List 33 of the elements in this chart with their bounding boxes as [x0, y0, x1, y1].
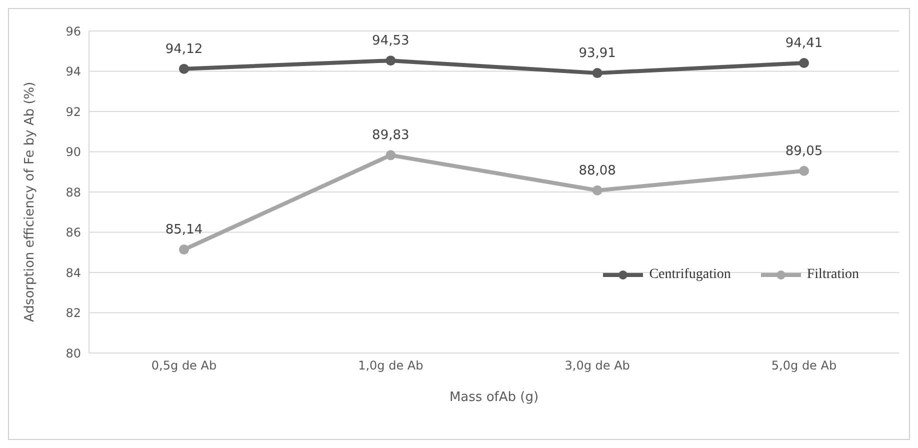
data-label: 94,12 — [165, 42, 203, 57]
data-label: 85,14 — [165, 222, 203, 238]
x-tick-label: 0,5g de Ab — [151, 358, 217, 373]
y-axis-title: Adsorption efficiency of Fe by Ab (%) — [22, 82, 38, 322]
y-tick-label: 90 — [66, 145, 81, 160]
y-tick-label: 84 — [66, 266, 81, 280]
point — [592, 185, 602, 196]
x-tick-label: 3,0g de Ab — [564, 358, 630, 373]
point — [592, 68, 602, 78]
x-tick-label: 1,0g de Ab — [358, 358, 424, 373]
y-tick-label: 94 — [66, 64, 81, 79]
point — [179, 64, 189, 74]
data-label: 89,83 — [372, 128, 410, 144]
x-tick-label: 5,0g de Ab — [771, 358, 837, 373]
x-axis-title: Mass ofAb (g) — [449, 390, 539, 405]
y-tick-label: 80 — [66, 346, 81, 360]
y-tick-label: 86 — [66, 226, 81, 240]
y-tick-label: 82 — [66, 306, 81, 320]
y-tick-label: 92 — [66, 104, 81, 119]
legend-label: Centrifugation — [649, 267, 731, 283]
y-tick-label: 96 — [66, 24, 81, 38]
data-label: 88,08 — [578, 163, 616, 178]
data-label: 94,41 — [785, 36, 823, 51]
point — [799, 58, 809, 68]
data-label: 94,53 — [372, 34, 410, 49]
point — [386, 150, 396, 160]
y-tick-label: 88 — [66, 185, 81, 200]
data-label: 93,91 — [578, 46, 616, 62]
point — [799, 166, 809, 176]
data-label: 89,05 — [785, 144, 823, 159]
legend-label: Filtration — [806, 267, 859, 283]
point — [179, 244, 189, 255]
point — [386, 56, 396, 66]
